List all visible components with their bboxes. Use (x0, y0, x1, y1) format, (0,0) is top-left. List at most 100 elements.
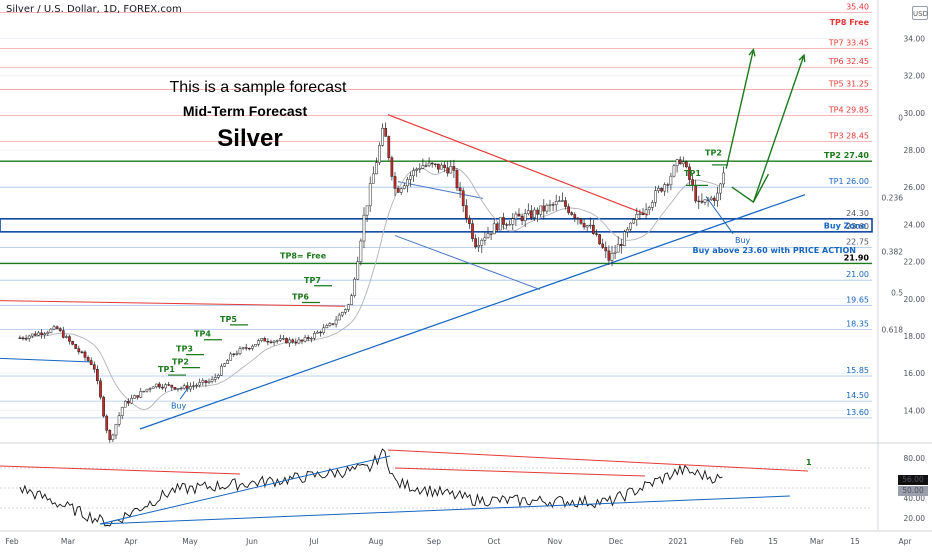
candle-body (576, 217, 580, 220)
level-label: 23.60 (846, 222, 869, 231)
candle-body (325, 325, 329, 329)
headings-layer: This is a sample forecast Mid-Term Foreca… (170, 79, 348, 152)
tp-label: TP7 (304, 276, 321, 285)
candle-body (545, 204, 549, 212)
fib-label: 0.382 (882, 247, 904, 256)
candle-body (309, 337, 313, 340)
candle-body (21, 337, 25, 339)
candle-body (102, 396, 105, 417)
candle-body (638, 213, 642, 215)
level-label: TP5 31.25 (828, 80, 869, 89)
level-label: 21.00 (846, 270, 869, 279)
candle-body (179, 387, 183, 390)
candle-body (554, 201, 558, 205)
candle-body (316, 331, 319, 334)
candle-body (356, 261, 360, 280)
oscillator-value-badge (898, 475, 928, 485)
candle-body (399, 188, 403, 193)
candle-body (539, 205, 543, 215)
candle-body (83, 351, 87, 358)
candle-body (127, 401, 130, 404)
buy-zone-layer: Buy Zone Buy above 23.60 with PRICE ACTIO… (0, 218, 873, 255)
candle-body (238, 348, 242, 354)
candle-body (167, 384, 171, 386)
candle-body (700, 200, 704, 203)
candle-body (492, 223, 496, 235)
candle-body (461, 190, 465, 206)
candle-body (114, 424, 118, 436)
candle-body (71, 341, 74, 345)
candle-body (170, 384, 174, 388)
symbol-title: Silver / U.S. Dollar, 1D, FOREX.com (6, 4, 182, 15)
candle-body (151, 386, 155, 389)
time-tick: May (182, 537, 198, 546)
candle-body (68, 336, 71, 342)
candle-body (92, 364, 96, 370)
candle-body (204, 380, 208, 383)
candle-body (350, 295, 353, 305)
level-label: TP3 28.45 (828, 132, 869, 141)
candle-body (616, 243, 620, 253)
level-label: 15.85 (846, 366, 869, 375)
support-trendline (139, 194, 806, 430)
price-tick: 24.00 (904, 220, 926, 229)
candle-body (381, 127, 384, 146)
candle-body (685, 161, 688, 168)
candle-body (548, 204, 552, 206)
candle-body (37, 332, 40, 336)
candle-body (384, 127, 388, 137)
buy-zone-label: Buy Zone (824, 221, 867, 230)
forecast-subtitle: Mid-Term Forecast (183, 103, 308, 119)
candle-body (337, 314, 341, 321)
candle-body (437, 163, 440, 170)
candle-body (641, 213, 645, 215)
time-tick: Dec (609, 537, 624, 546)
buy-label: Buy (171, 402, 187, 411)
candle-body (291, 339, 295, 343)
candle-body (530, 210, 533, 218)
candle-body (502, 217, 505, 225)
candle-body (623, 231, 626, 246)
candle-body (433, 163, 437, 165)
candle-body (570, 212, 574, 215)
candle-body (393, 176, 397, 189)
candle-body (176, 388, 180, 390)
candle-body (27, 335, 31, 339)
candle-body (629, 222, 632, 230)
currency-badge[interactable]: USD (912, 6, 928, 20)
candle-body (430, 162, 434, 165)
level-label: TP4 29.85 (828, 106, 869, 115)
time-tick: Sep (427, 537, 441, 546)
candle-body (80, 351, 84, 353)
candle-body (201, 380, 205, 383)
oscillator-value-badge (898, 486, 928, 496)
candle-body (458, 187, 462, 192)
forecast-arrow (725, 49, 755, 169)
candle-body (650, 202, 654, 208)
level-label: TP1 26.00 (828, 177, 869, 186)
candle-body (328, 323, 332, 326)
candle-body (247, 347, 251, 350)
candle-body (189, 386, 192, 390)
candle-body (334, 319, 338, 325)
candle-body (148, 388, 152, 390)
candle-body (55, 326, 59, 329)
candle-body (526, 210, 530, 214)
candle-body (145, 388, 149, 392)
moving-average-line (19, 167, 724, 411)
candle-body (663, 184, 667, 192)
candle-body (285, 338, 288, 344)
time-tick: 15 (850, 537, 860, 546)
candle-body (464, 205, 468, 219)
candle-body (697, 200, 701, 203)
candle-body (117, 415, 121, 425)
candle-body (424, 165, 428, 167)
candle-body (235, 353, 239, 355)
price-tick: 14.00 (904, 406, 926, 415)
moving-average-layer (19, 167, 724, 411)
candle-body (272, 340, 276, 343)
fib-label: 0 (898, 113, 903, 122)
